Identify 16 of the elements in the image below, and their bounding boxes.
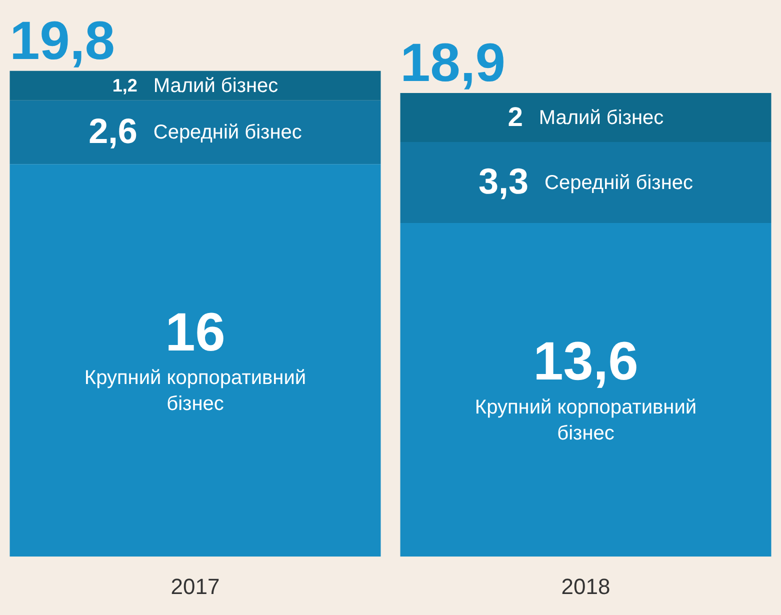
x-tick-label: 2017 <box>170 574 220 599</box>
data-label: 1,2 <box>112 76 138 96</box>
data-label: 13,6 <box>533 332 638 392</box>
series-label: Середній бізнес <box>153 122 302 144</box>
text: Середній бізнес <box>544 172 694 194</box>
data-label: 3,3 <box>478 160 529 202</box>
total-label: 19,8 <box>10 10 115 71</box>
data-label: 16 <box>165 302 226 362</box>
text: Крупний корпоративний бізнес <box>84 366 306 415</box>
data-label: 2,6 <box>88 112 138 151</box>
series-label: Крупний корпоративний бізнес <box>474 396 697 444</box>
series-label: Малий бізнес <box>153 75 278 98</box>
x-tick-label: 2018 <box>561 574 610 599</box>
data-label: 2 <box>508 102 523 132</box>
total-label: 18,9 <box>400 32 506 93</box>
text: Малий бізнес <box>538 107 664 130</box>
